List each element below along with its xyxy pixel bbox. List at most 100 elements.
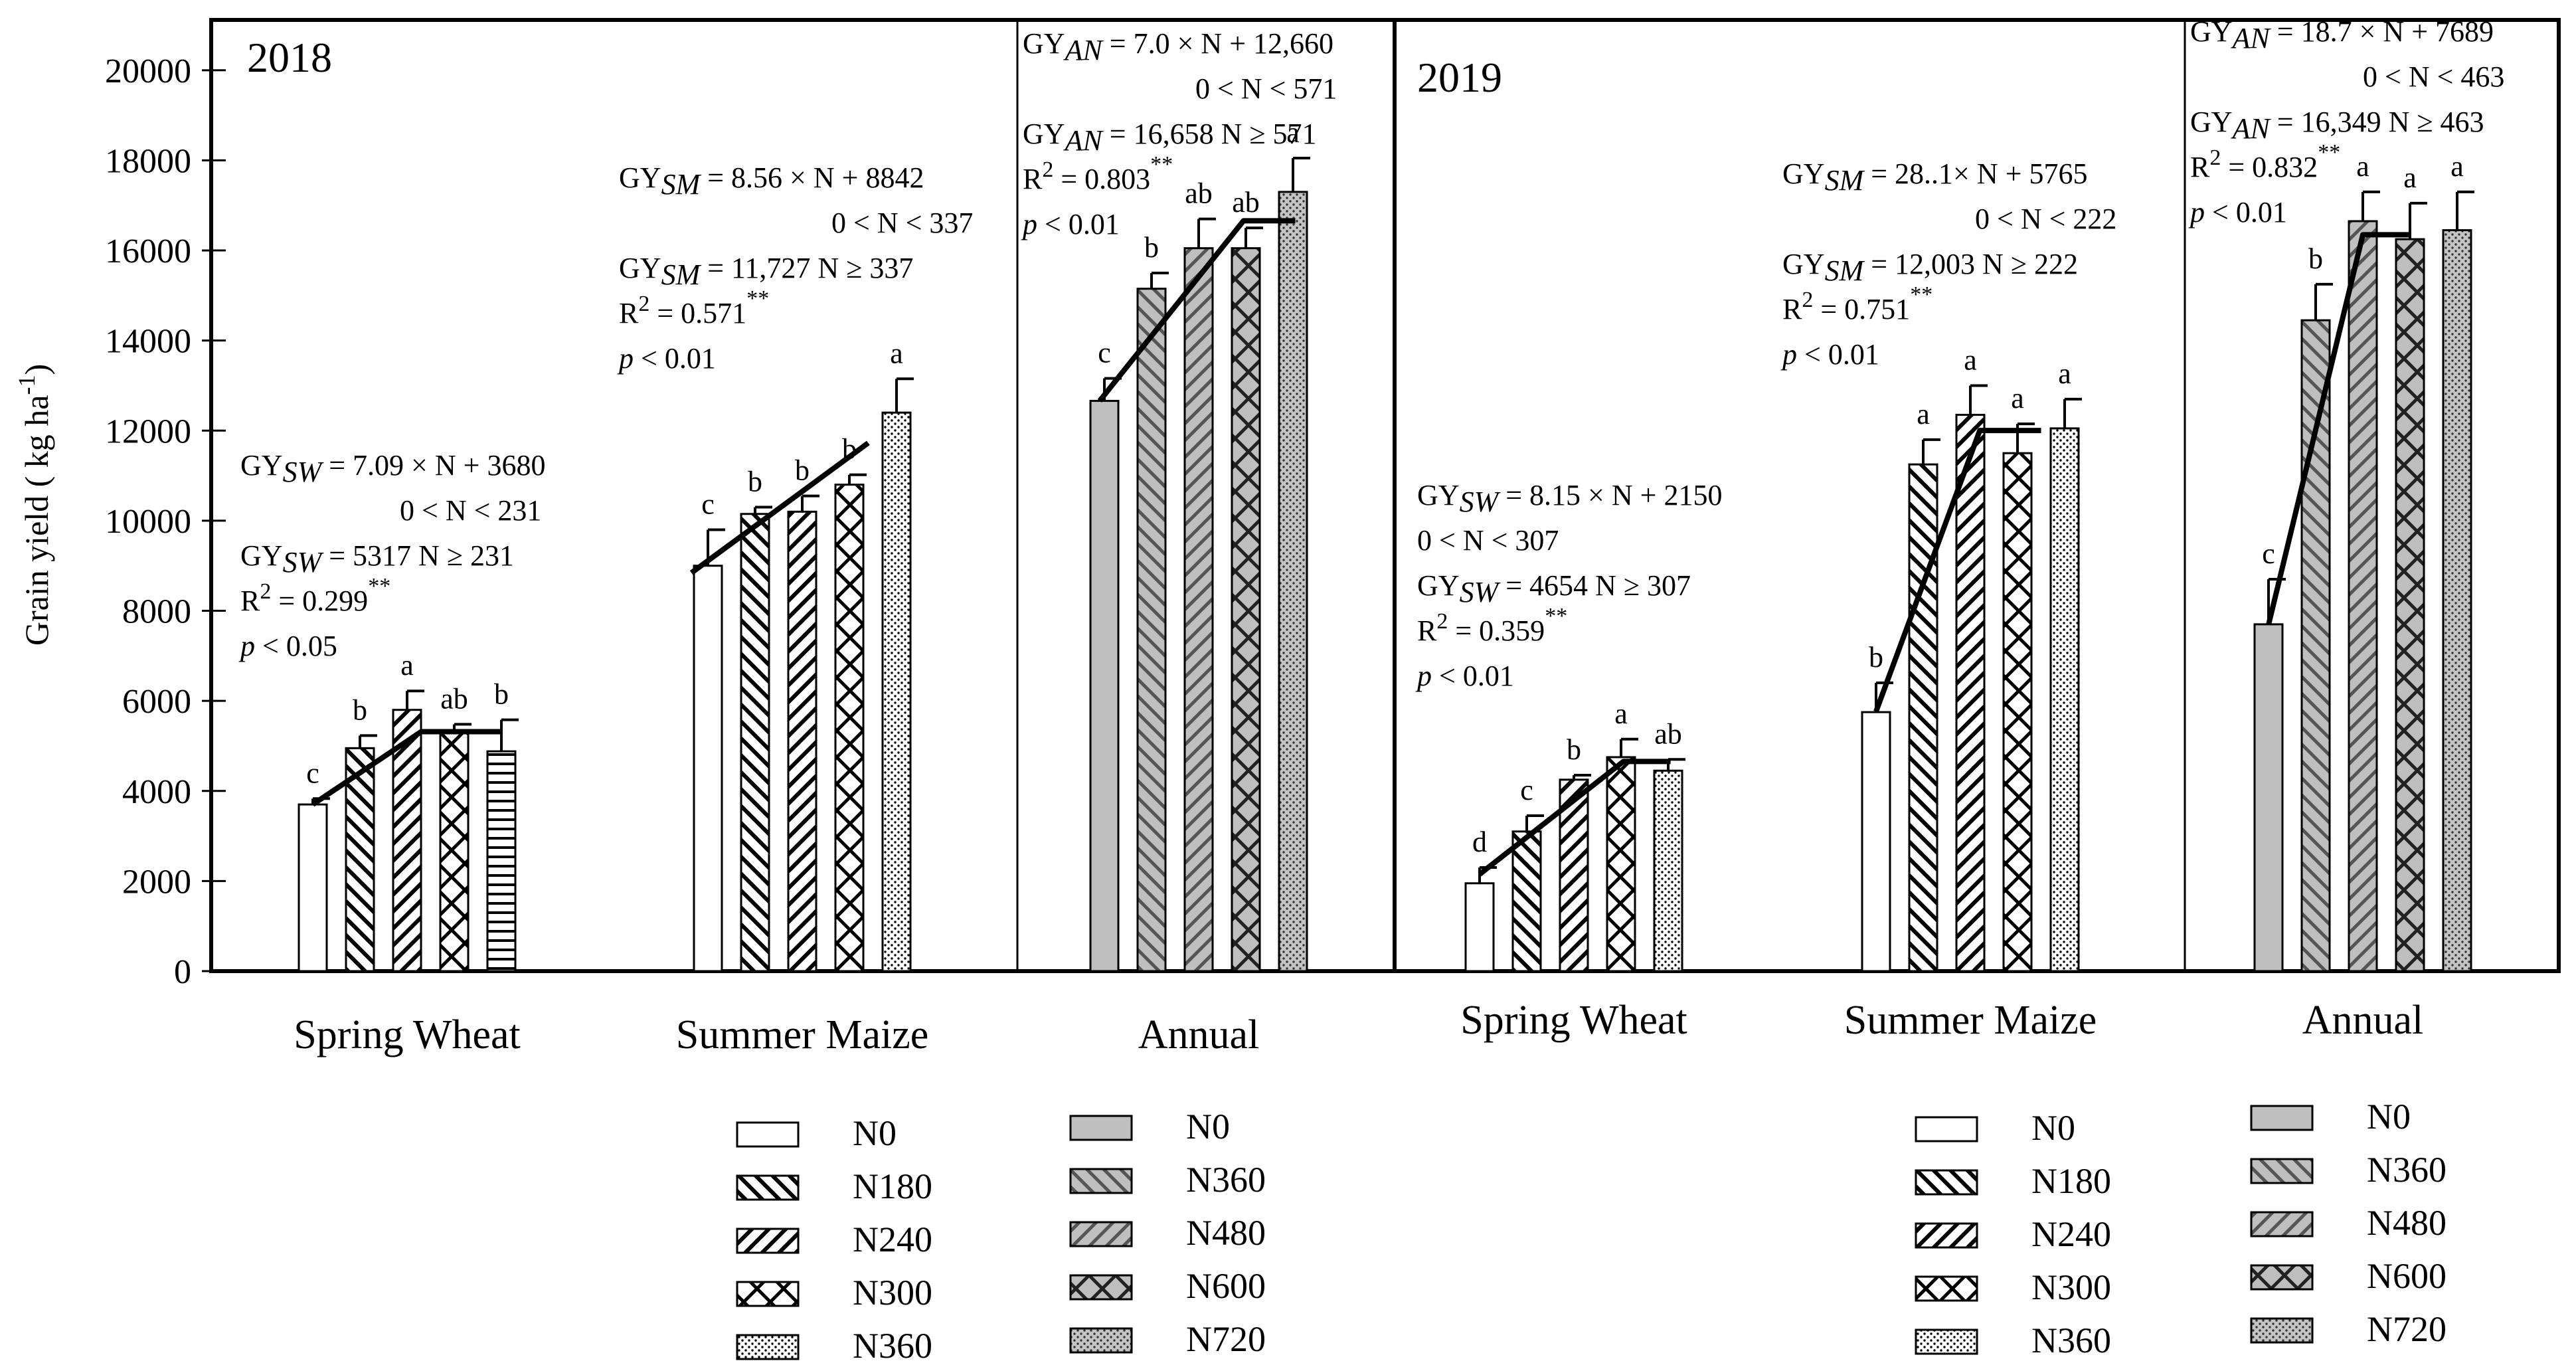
significance-letter: a	[2450, 150, 2464, 183]
legend-swatch	[1915, 1328, 1978, 1355]
significance-letter: d	[1472, 826, 1487, 858]
equation-line: GYAN = 16,658 N ≥ 571	[1023, 118, 1317, 157]
significance-letter: b	[1567, 733, 1581, 766]
equation-line: p < 0.01	[2188, 196, 2287, 228]
legend-label: N360	[2367, 1150, 2447, 1190]
year-label: 2018	[247, 34, 332, 81]
equation-line: R2 = 0.299**	[240, 574, 390, 617]
bar	[1908, 463, 1938, 972]
equation-line: GYSW = 7.09 × N + 3680	[240, 449, 545, 488]
significance-letter: ab	[440, 682, 468, 715]
bar	[740, 513, 770, 972]
y-tick-label: 4000	[122, 773, 191, 811]
legend-label: N240	[2031, 1214, 2111, 1254]
category-label: Summer Maize	[1844, 998, 2097, 1043]
equation-line: GYSW = 5317 N ≥ 231	[240, 539, 514, 579]
bar	[2442, 229, 2472, 972]
significance-letter: c	[306, 757, 319, 789]
legend-swatch	[1069, 1168, 1133, 1194]
bar	[1136, 288, 1167, 972]
significance-letter: a	[2356, 150, 2369, 183]
equation-line: p < 0.05	[238, 630, 337, 662]
bar	[834, 484, 865, 972]
bar	[1559, 778, 1589, 972]
y-tick-label: 14000	[105, 323, 191, 361]
axes: 0 2000 4000 6000 8000 10000 12000 14000 16000 180…	[13, 18, 2561, 991]
legend-label: N300	[853, 1273, 932, 1313]
fit-line	[689, 440, 870, 575]
bar	[1089, 400, 1120, 972]
legend-label: N180	[2031, 1161, 2111, 1201]
significance-letter: a	[1614, 697, 1628, 730]
equation-line: R2 = 0.571**	[619, 286, 769, 329]
legend-label: N360	[2031, 1321, 2111, 1360]
legend-swatch	[1915, 1169, 1978, 1196]
equation-line: p < 0.01	[1415, 660, 1514, 692]
significance-letter: a	[1286, 116, 1300, 149]
bar	[787, 510, 817, 972]
significance-letter: a	[2403, 161, 2417, 194]
significance-letter: c	[1098, 337, 1111, 369]
legend-swatch	[2250, 1211, 2314, 1237]
significance-letter: ab	[1185, 177, 1213, 210]
y-tick-label: 16000	[105, 232, 191, 270]
legend-label: N300	[2031, 1267, 2111, 1307]
legend-swatch	[736, 1121, 800, 1148]
equation-line: GYSM = 12,003 N ≥ 222	[1782, 248, 2078, 287]
significance-letter: ab	[1654, 717, 1682, 750]
significance-letter: b	[748, 466, 762, 498]
legend-label: N0	[1186, 1107, 1230, 1146]
bar	[1278, 191, 1308, 972]
y-tick-label: 12000	[105, 412, 191, 450]
legend-label: N480	[1186, 1213, 1266, 1253]
bar	[1606, 756, 1636, 972]
y-tick-label: 6000	[122, 683, 191, 721]
equation-line: p < 0.01	[617, 342, 716, 375]
y-tick-label: 20000	[105, 52, 191, 90]
equation-line: 0 < N < 307	[1417, 524, 1559, 557]
legend-swatch	[2250, 1158, 2314, 1184]
bar	[439, 731, 470, 972]
legend-swatch	[2250, 1105, 2314, 1131]
bar	[1464, 882, 1495, 972]
equation-line: 0 < N < 222	[1975, 203, 2116, 235]
fit-lines	[311, 218, 2410, 877]
y-tick-label: 8000	[122, 593, 191, 631]
legend-label: N360	[1186, 1160, 1266, 1200]
fit-line	[311, 729, 501, 807]
significance-letter: b	[353, 693, 367, 726]
y-tick-label: 2000	[122, 863, 191, 901]
equation-line: p < 0.01	[1780, 338, 1879, 371]
significance-letter: a	[1964, 343, 1977, 376]
legend-swatch	[1069, 1327, 1133, 1354]
legend-label: N480	[2367, 1203, 2447, 1243]
significance-letter: b	[1144, 231, 1159, 264]
equation-line: 0 < N < 337	[831, 207, 973, 239]
bar	[2049, 427, 2080, 972]
legend-swatch	[1069, 1274, 1133, 1301]
legend-label: N360	[853, 1326, 932, 1366]
equation-line: GYSW = 8.15 × N + 2150	[1417, 479, 1722, 518]
significance-letter: c	[1520, 774, 1533, 806]
y-tick-label: 10000	[105, 503, 191, 541]
legend-label: N600	[2367, 1256, 2447, 1296]
legend-swatch	[736, 1174, 800, 1201]
bar	[2253, 623, 2284, 972]
bar	[881, 411, 912, 972]
significance-letter: b	[494, 678, 509, 711]
y-tick-label: 0	[174, 953, 191, 991]
bar	[1511, 830, 1542, 972]
equation-line: R2 = 0.832**	[2190, 140, 2340, 183]
equation-line: 0 < N < 463	[2363, 60, 2504, 93]
significance-letter: a	[2011, 382, 2024, 414]
fit-line	[1097, 218, 1296, 403]
bar	[1231, 247, 1261, 972]
category-label: Annual	[2302, 998, 2424, 1043]
legend-label: N600	[1186, 1266, 1266, 1306]
significance-letter: c	[701, 488, 715, 520]
equation-line: R2 = 0.359**	[1417, 604, 1567, 647]
y-axis-label: Grain yield ( kg ha-1)	[13, 364, 55, 646]
bar	[486, 750, 517, 972]
equation-line: p < 0.01	[1021, 208, 1120, 240]
